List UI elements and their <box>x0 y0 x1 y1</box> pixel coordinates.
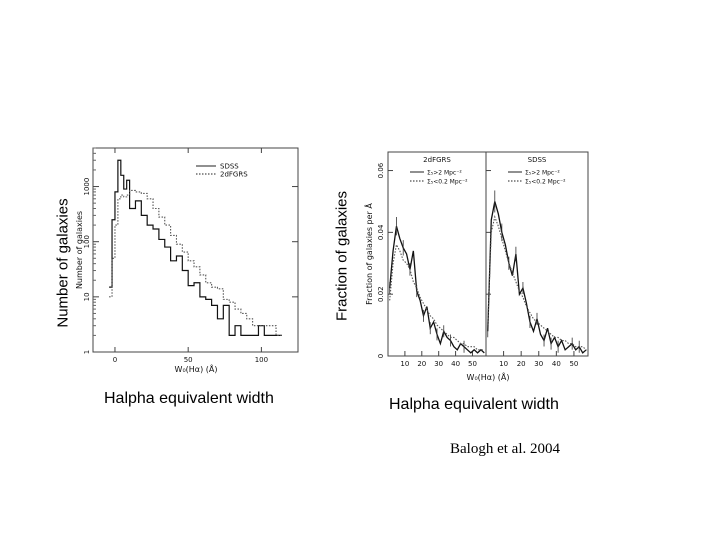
left-y-tick-label: 10 <box>83 292 91 301</box>
right-x-tick-label: 40 <box>451 360 460 368</box>
right-x-tick-label: 20 <box>517 360 526 368</box>
right-panel-title-2dfgrs: 2dFGRS <box>423 156 451 164</box>
left-y-tick-label: 1000 <box>83 178 91 196</box>
right-y-tick-label: 0.02 <box>377 286 385 302</box>
right-x-tick-label: 10 <box>400 360 409 368</box>
citation: Balogh et al. 2004 <box>450 441 560 457</box>
left-y-tick-label: 1 <box>83 350 91 354</box>
right-x-tick-label: 50 <box>569 360 578 368</box>
left-x-tick-label: 50 <box>184 356 193 364</box>
right-y-tick-label: 0.04 <box>377 224 385 240</box>
right-x-tick-label: 30 <box>534 360 543 368</box>
right-x-tick-label: 30 <box>434 360 443 368</box>
left-legend-label: 2dFGRS <box>220 171 248 179</box>
left-legend-label: SDSS <box>220 163 239 171</box>
left-series-sdss <box>109 159 282 336</box>
right-panel-title-sdss: SDSS <box>528 156 547 164</box>
right-y-tick-label: 0 <box>377 354 385 358</box>
right-x-tick-label: 50 <box>468 360 477 368</box>
left-y-tick-label: 100 <box>83 235 91 248</box>
right-series-2dfgrs-1 <box>389 243 485 351</box>
right-legend-label: Σ₅>2 Mpc⁻² <box>525 170 560 177</box>
right-x-tick-label: 20 <box>417 360 426 368</box>
right-legend-label: Σ₅>2 Mpc⁻² <box>427 170 462 177</box>
right-chart-xlabel: Halpha equivalent width <box>389 396 559 413</box>
right-legend-label: Σ₅<0.2 Mpc⁻² <box>427 179 468 186</box>
right-x-tick-label: 40 <box>552 360 561 368</box>
right-inner-xlabel: W₀(Hα) (Å) <box>467 371 510 382</box>
right-y-tick-label: 0.06 <box>377 162 385 178</box>
right-series-sdss-1 <box>487 215 587 351</box>
left-x-tick-label: 100 <box>255 356 268 364</box>
left-series-2dfgrs <box>109 189 282 336</box>
right-x-tick-label: 10 <box>499 360 508 368</box>
left-inner-xlabel: W₀(Hα) (Å) <box>175 363 218 374</box>
left-x-tick-label: 0 <box>113 356 117 364</box>
left-chart-xlabel: Halpha equivalent width <box>104 390 274 407</box>
right-inner-ylabel: Fraction of galaxies per Å <box>363 203 374 305</box>
left-inner-ylabel: Number of galaxies <box>75 211 84 289</box>
right-series-sdss-0 <box>487 201 587 354</box>
right-legend-label: Σ₅<0.2 Mpc⁻² <box>525 179 566 186</box>
